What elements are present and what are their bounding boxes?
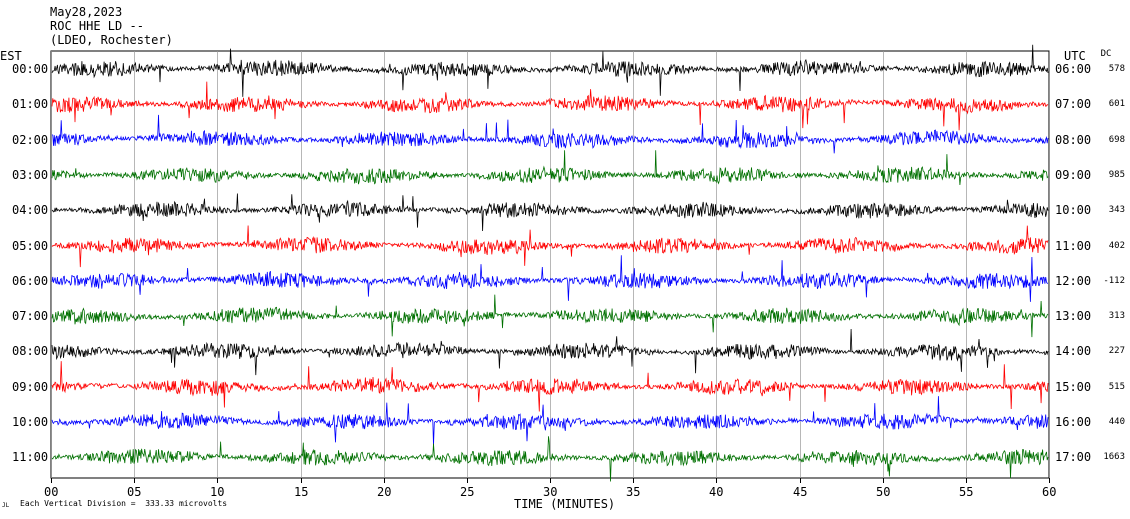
x-tick-label: 00 xyxy=(44,485,59,499)
utc-axis-title: UTC xyxy=(1064,49,1086,63)
est-hour-label: 11:00 xyxy=(12,450,49,465)
x-tick-label: 45 xyxy=(793,485,808,499)
utc-hour-label: 14:00 xyxy=(1055,344,1092,359)
trace-1100 xyxy=(51,436,1049,482)
trace-0900 xyxy=(51,361,1049,412)
utc-hour-label: 06:00 xyxy=(1055,62,1092,76)
network-label: (LDEO, Rochester) xyxy=(50,33,173,47)
x-tick-label: 05 xyxy=(127,485,142,499)
dc-offset-label: 402 xyxy=(1108,240,1125,251)
trace-0400 xyxy=(51,193,1049,232)
utc-hour-label: 09:00 xyxy=(1055,167,1092,182)
x-tick-label: 15 xyxy=(294,485,309,499)
trace-0000 xyxy=(51,44,1049,97)
trace-1000 xyxy=(51,396,1049,447)
utc-hour-label: 11:00 xyxy=(1055,238,1092,253)
dc-offset-label: 343 xyxy=(1108,205,1125,216)
x-tick-label: 30 xyxy=(543,485,558,499)
est-hour-label: 07:00 xyxy=(12,309,49,324)
x-tick-label: 10 xyxy=(210,485,225,499)
est-hour-label: 00:00 xyxy=(12,62,49,76)
trace-0600 xyxy=(51,255,1049,302)
est-hour-label: 10:00 xyxy=(12,415,49,429)
trace-0800 xyxy=(51,328,1049,376)
footer-mark: JL xyxy=(2,502,10,509)
utc-hour-label: 13:00 xyxy=(1055,309,1092,324)
est-hour-label: 06:00 xyxy=(12,273,49,288)
date-label: May28,2023 xyxy=(50,5,123,19)
utc-hour-label: 17:00 xyxy=(1055,450,1092,465)
dc-offset-label: 601 xyxy=(1108,99,1125,110)
dc-offset-label: 1663 xyxy=(1103,452,1125,463)
trace-0200 xyxy=(51,114,1049,154)
utc-hour-label: 08:00 xyxy=(1055,132,1092,147)
x-tick-label: 25 xyxy=(460,485,475,499)
x-tick-label: 35 xyxy=(626,485,641,499)
dc-offset-label: 313 xyxy=(1108,311,1125,322)
est-hour-label: 03:00 xyxy=(12,167,49,182)
trace-0300 xyxy=(51,150,1049,186)
dc-column-title: DC xyxy=(1100,49,1112,59)
utc-hour-label: 15:00 xyxy=(1055,379,1092,394)
vertical-division-note: Each Vertical Division = 333.33 microvol… xyxy=(20,499,228,508)
dc-offset-label: 985 xyxy=(1108,169,1125,180)
est-hour-label: 05:00 xyxy=(12,238,49,253)
utc-hour-label: 07:00 xyxy=(1055,97,1092,112)
dc-offset-label: -112 xyxy=(1103,275,1125,286)
x-tick-label: 50 xyxy=(876,485,891,499)
dc-offset-label: 227 xyxy=(1108,346,1125,357)
est-hour-label: 04:00 xyxy=(12,203,49,218)
est-hour-label: 09:00 xyxy=(12,379,49,394)
utc-hour-label: 10:00 xyxy=(1055,203,1092,218)
dc-offset-label: 440 xyxy=(1108,417,1125,427)
utc-hour-label: 16:00 xyxy=(1055,415,1092,429)
est-hour-label: 01:00 xyxy=(12,97,49,112)
est-axis-title: EST xyxy=(0,49,22,63)
est-hour-label: 02:00 xyxy=(12,132,49,147)
x-tick-label: 20 xyxy=(377,485,392,499)
station-label: ROC HHE LD -- xyxy=(50,19,144,33)
x-tick-label: 55 xyxy=(959,485,974,499)
x-tick-label: 60 xyxy=(1042,485,1057,499)
x-axis-title: TIME (MINUTES) xyxy=(514,497,616,511)
dc-offset-label: 578 xyxy=(1108,64,1125,74)
utc-hour-label: 12:00 xyxy=(1055,273,1092,288)
plot-frame xyxy=(50,50,1050,479)
dc-offset-label: 698 xyxy=(1108,134,1125,145)
trace-0500 xyxy=(51,225,1049,268)
trace-0100 xyxy=(51,81,1049,131)
dc-offset-label: 515 xyxy=(1108,381,1125,392)
est-hour-label: 08:00 xyxy=(12,344,49,359)
x-tick-label: 40 xyxy=(709,485,724,499)
trace-0700 xyxy=(51,294,1049,338)
